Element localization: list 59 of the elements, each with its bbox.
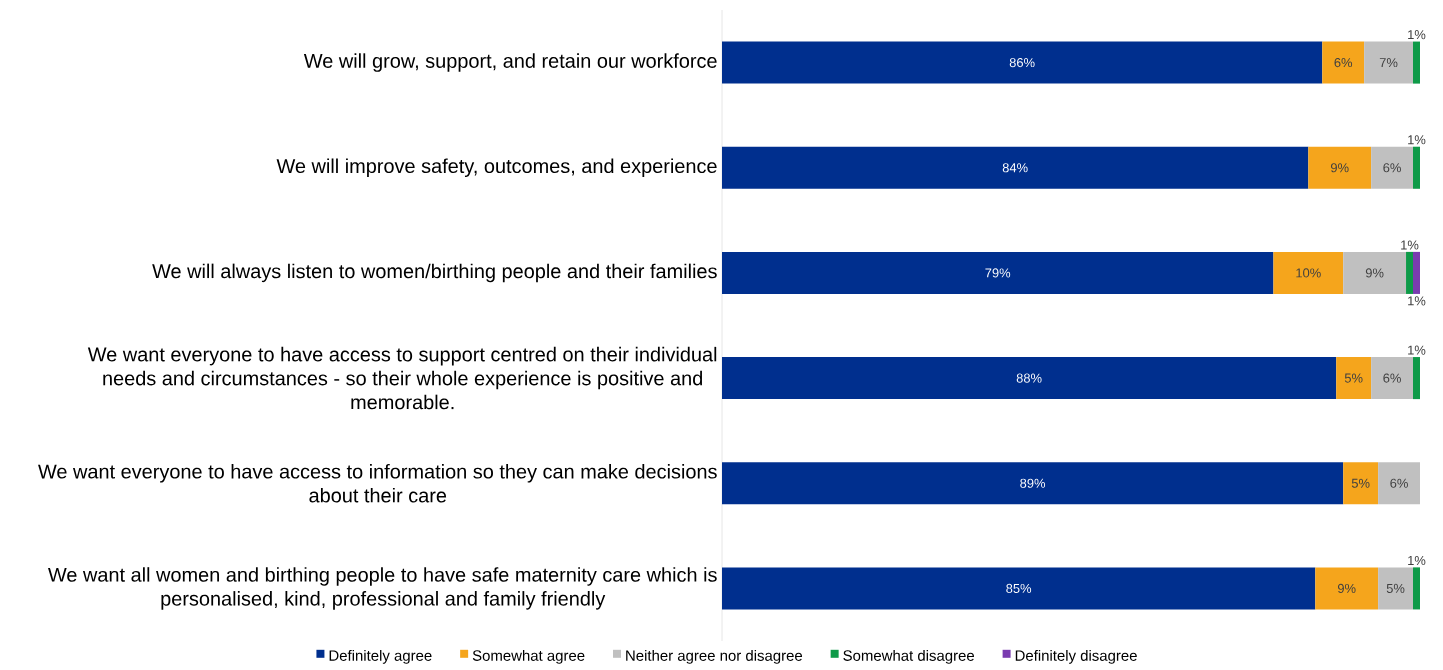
data-label: 85% [1006, 583, 1032, 594]
bar [722, 462, 1344, 505]
data-label: 6% [1383, 163, 1401, 173]
data-label: 1% [1401, 240, 1419, 250]
bar [722, 567, 1316, 610]
data-label: 5% [1386, 584, 1405, 594]
bar [1371, 357, 1414, 400]
bar [1413, 357, 1420, 400]
bar [1378, 462, 1420, 505]
legend-label: Definitely agree [329, 650, 432, 664]
data-label: 9% [1330, 163, 1349, 173]
data-label: 1% [1408, 556, 1426, 566]
bar [722, 41, 1323, 84]
y-tick-label: We want everyone to have access to support centred on their individual needs and circumstances - so their whole experience is positive and memorable. [87, 347, 717, 410]
data-label: 1% [1408, 345, 1426, 355]
data-label: 10% [1296, 268, 1321, 278]
bar [1406, 252, 1414, 295]
legend-label: Somewhat agree [472, 650, 585, 664]
bar [722, 146, 1309, 189]
legend-label: Definitely disagree [1015, 650, 1137, 664]
data-label: 6% [1334, 58, 1353, 68]
data-label: 1% [1408, 30, 1426, 40]
data-label: 7% [1379, 58, 1398, 68]
y-tick-label: We will always listen to women/birthing people and their families [152, 263, 717, 283]
bar [1413, 252, 1420, 295]
y-tick-label: We will grow, support, and retain our workforce [303, 53, 717, 73]
y-tick-label: We want everyone to have access to information so they can make decisions about their care [38, 464, 717, 503]
bar [722, 357, 1337, 400]
bar [1336, 357, 1372, 400]
legend-label: Neither agree nor disagree [626, 650, 803, 664]
data-label: 1% [1408, 296, 1426, 306]
data-label: 79% [985, 268, 1011, 278]
bar [1343, 462, 1379, 505]
y-tick-label: We want all women and birthing people to have safe maternity care which is personalised, kind, professional and family friendly [48, 567, 717, 610]
bar [1378, 567, 1414, 610]
data-label: 9% [1365, 268, 1384, 278]
bar [722, 252, 1274, 295]
data-label: 6% [1390, 478, 1408, 488]
bar [1343, 252, 1407, 295]
legend-label: Somewhat disagree [843, 650, 975, 664]
data-label: 86% [1009, 58, 1035, 68]
bar [1273, 252, 1344, 295]
bar [1413, 146, 1420, 189]
bar [1413, 41, 1420, 84]
data-label: 84% [1002, 163, 1028, 173]
data-label: 89% [1020, 478, 1046, 488]
bar [1413, 567, 1420, 610]
data-label: 6% [1383, 373, 1401, 383]
bar [1364, 41, 1414, 84]
data-label: 5% [1344, 373, 1363, 383]
bar [1315, 567, 1379, 610]
y-tick-label: We will improve safety, outcomes, and experience [276, 158, 717, 178]
data-label: 88% [1016, 373, 1042, 383]
data-label: 1% [1408, 135, 1426, 145]
data-label: 5% [1351, 478, 1370, 488]
bar [1371, 146, 1414, 189]
data-label: 9% [1337, 583, 1356, 594]
bar [1308, 146, 1372, 189]
bar [1322, 41, 1365, 84]
